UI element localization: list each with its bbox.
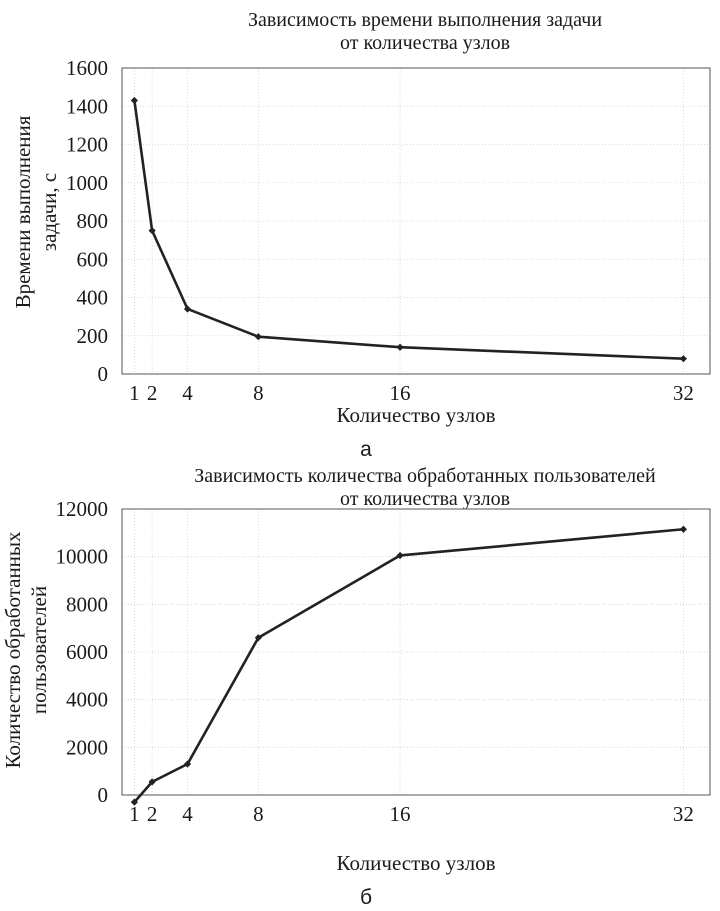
x-tick-label: 2: [147, 381, 158, 405]
chart-2: Зависимость количества обработанных поль…: [1, 465, 711, 909]
x-tick-label: 16: [390, 381, 411, 405]
data-point: [254, 333, 262, 341]
y-tick-label: 2000: [66, 735, 108, 759]
y-tick-label: 12000: [56, 497, 109, 521]
y-tick-label: 0: [98, 362, 109, 386]
y-axis-label-line: Времени выполнения: [11, 115, 35, 308]
x-tick-label: 2: [147, 802, 158, 826]
x-tick-label: 32: [673, 381, 694, 405]
chart-caption: б: [360, 886, 372, 909]
x-tick-label: 4: [182, 381, 193, 405]
y-tick-label: 400: [77, 286, 109, 310]
data-point: [396, 343, 404, 351]
y-tick-label: 1600: [66, 56, 108, 80]
chart-title-line: от количества узлов: [340, 488, 510, 510]
y-tick-label: 10000: [56, 545, 109, 569]
y-tick-label: 600: [77, 247, 109, 271]
plot-frame: [121, 508, 711, 796]
y-tick-label: 1200: [66, 133, 108, 157]
x-tick-label: 4: [182, 802, 193, 826]
x-axis-label: Количество узлов: [336, 403, 495, 427]
y-tick-label: 800: [77, 209, 109, 233]
y-axis-label-line: задачи, с: [37, 173, 61, 251]
y-axis-label-line: пользователей: [27, 586, 51, 714]
data-point: [148, 226, 156, 235]
chart-title-line: Зависимость времени выполнения задачи: [248, 9, 602, 31]
y-tick-label: 0: [98, 783, 109, 807]
chart-title-line: Зависимость количества обработанных поль…: [194, 465, 656, 487]
series-line: [133, 100, 684, 360]
chart-title-line: от количества узлов: [340, 32, 510, 54]
chart-caption: а: [360, 438, 372, 461]
x-tick-label: 1: [129, 802, 140, 826]
plot-frame: [121, 67, 711, 375]
y-tick-label: 6000: [66, 640, 108, 664]
y-tick-label: 200: [77, 324, 109, 348]
y-axis-label-line: Количество обработанных: [1, 531, 25, 769]
data-point: [183, 760, 192, 768]
chart-title: Зависимость времени выполнения задачи от …: [248, 9, 602, 54]
data-point: [254, 634, 262, 642]
data-point: [130, 798, 138, 806]
data-point: [148, 778, 156, 786]
data-point: [396, 551, 404, 560]
x-tick-label: 1: [129, 381, 140, 405]
chart-1: Зависимость времени выполнения задачи от …: [11, 9, 711, 461]
y-tick-label: 1000: [66, 171, 108, 195]
data-point: [679, 355, 688, 363]
data-point: [679, 525, 688, 533]
x-tick-label: 16: [390, 802, 411, 826]
x-tick-label: 8: [253, 381, 264, 405]
x-tick-label: 32: [673, 802, 694, 826]
y-tick-label: 4000: [66, 688, 108, 712]
data-point: [130, 96, 138, 105]
data-point: [183, 305, 192, 313]
series-line: [133, 527, 684, 804]
y-tick-label: 1400: [66, 94, 108, 118]
x-axis-label: Количество узлов: [336, 851, 495, 875]
x-tick-label: 8: [253, 802, 264, 826]
chart-title: Зависимость количества обработанных поль…: [194, 465, 656, 510]
y-tick-label: 8000: [66, 592, 108, 616]
